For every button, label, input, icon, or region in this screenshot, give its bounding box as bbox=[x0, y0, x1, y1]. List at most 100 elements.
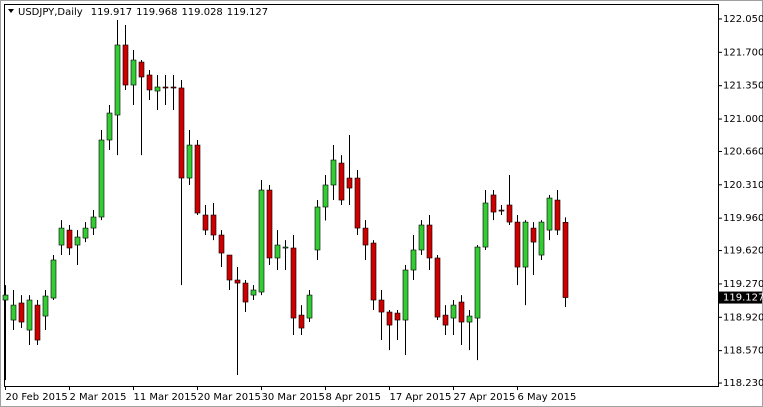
y-tick-label: 118.920 bbox=[723, 312, 763, 323]
candle-body bbox=[242, 282, 249, 303]
candle-body bbox=[258, 189, 265, 293]
price-marker bbox=[719, 291, 762, 304]
candle-body bbox=[522, 221, 529, 268]
candle-body bbox=[34, 304, 41, 341]
candle-body bbox=[298, 314, 305, 329]
candle-body bbox=[146, 74, 153, 91]
candle-body bbox=[458, 301, 465, 323]
candle-body bbox=[562, 221, 569, 298]
y-tick-label: 121.700 bbox=[723, 47, 763, 58]
candle-body bbox=[2, 294, 9, 301]
header-high: 119.968 bbox=[136, 7, 177, 18]
x-tick-label: 2 Mar 2015 bbox=[70, 392, 127, 403]
candle-body bbox=[346, 177, 353, 189]
candle-body bbox=[98, 139, 105, 218]
candle-body bbox=[394, 312, 401, 321]
y-tick-label: 121.000 bbox=[723, 114, 763, 125]
candle-body bbox=[554, 199, 561, 231]
candle-body bbox=[66, 229, 73, 249]
candle-body bbox=[170, 86, 177, 89]
candle-body bbox=[154, 86, 161, 92]
x-tick-label: 11 Mar 2015 bbox=[134, 392, 197, 403]
candle-body bbox=[434, 257, 441, 318]
candle-body bbox=[418, 224, 425, 251]
candle-body bbox=[306, 294, 313, 319]
candle-body bbox=[178, 87, 185, 179]
candle-body bbox=[410, 249, 417, 271]
candle-body bbox=[538, 221, 545, 256]
x-tick-label: 27 Apr 2015 bbox=[454, 392, 516, 403]
candle-body bbox=[506, 204, 513, 223]
header-open: 119.917 bbox=[91, 7, 132, 18]
candle-body bbox=[490, 194, 497, 213]
x-tick-label: 20 Feb 2015 bbox=[6, 392, 68, 403]
candle-body bbox=[482, 202, 489, 248]
y-tick-label: 122.050 bbox=[723, 14, 763, 25]
candle-body bbox=[322, 184, 329, 208]
candle-body bbox=[426, 224, 433, 259]
candle-body bbox=[354, 177, 361, 229]
candle-body bbox=[546, 197, 553, 231]
candle-body bbox=[466, 315, 473, 323]
y-tick-label: 119.270 bbox=[723, 279, 763, 290]
x-tick-label: 20 Mar 2015 bbox=[198, 392, 261, 403]
candle-body bbox=[282, 246, 289, 249]
candle-body bbox=[18, 302, 25, 323]
header-close: 119.127 bbox=[227, 7, 268, 18]
y-tick-label: 118.570 bbox=[723, 346, 763, 357]
candle-body bbox=[402, 269, 409, 321]
menu-arrow[interactable] bbox=[8, 9, 14, 13]
candle-body bbox=[290, 247, 297, 319]
candle-body bbox=[378, 299, 385, 313]
x-tick-label: 17 Apr 2015 bbox=[390, 392, 452, 403]
candle-body bbox=[514, 221, 521, 268]
candle-body bbox=[338, 162, 345, 201]
candle-body bbox=[530, 227, 537, 243]
plot-frame bbox=[4, 4, 719, 387]
candle-body bbox=[218, 234, 225, 254]
x-tick-label: 8 Apr 2015 bbox=[326, 392, 381, 403]
chart-header: USDJPY,Daily 119.917 119.968 119.028 119.127 bbox=[18, 7, 268, 18]
candle-body bbox=[498, 209, 505, 212]
y-tick-label: 120.660 bbox=[723, 146, 763, 157]
candle-body bbox=[474, 246, 481, 319]
candle-body bbox=[10, 304, 17, 321]
candle-body bbox=[74, 236, 81, 246]
chart-title: USDJPY,Daily bbox=[18, 7, 83, 18]
candle-body bbox=[26, 299, 33, 331]
candle-body bbox=[442, 314, 449, 326]
candle-body bbox=[122, 44, 129, 86]
x-tick-label: 30 Mar 2015 bbox=[262, 392, 325, 403]
y-tick-label: 118.230 bbox=[723, 378, 763, 389]
candle-body bbox=[162, 86, 169, 89]
candle-body bbox=[314, 206, 321, 251]
candle-body bbox=[210, 214, 217, 236]
y-tick-label: 120.310 bbox=[723, 180, 763, 191]
candle-body bbox=[186, 144, 193, 179]
candle-body bbox=[362, 227, 369, 246]
candle-body bbox=[266, 189, 273, 259]
candle-body bbox=[386, 311, 393, 326]
candle-body bbox=[226, 254, 233, 281]
candle-body bbox=[130, 59, 137, 86]
y-tick-label: 119.620 bbox=[723, 246, 763, 257]
candle-body bbox=[202, 214, 209, 231]
y-tick-label: 119.960 bbox=[723, 213, 763, 224]
candle-body bbox=[114, 44, 121, 116]
candle-body bbox=[42, 295, 49, 317]
candle-body bbox=[58, 227, 65, 246]
candle-body bbox=[234, 279, 241, 284]
candle-body bbox=[90, 216, 97, 229]
y-tick-label: 121.350 bbox=[723, 81, 763, 92]
price-marker-label: 119.127 bbox=[723, 293, 763, 304]
candle-body bbox=[82, 227, 89, 239]
candle-body bbox=[330, 159, 337, 186]
header-low: 119.028 bbox=[181, 7, 222, 18]
candle-body bbox=[138, 61, 145, 78]
candle-body bbox=[450, 304, 457, 319]
candle-body bbox=[194, 144, 201, 214]
x-tick-label: 6 May 2015 bbox=[518, 392, 577, 403]
candle-body bbox=[250, 289, 257, 296]
candle-body bbox=[50, 259, 57, 299]
